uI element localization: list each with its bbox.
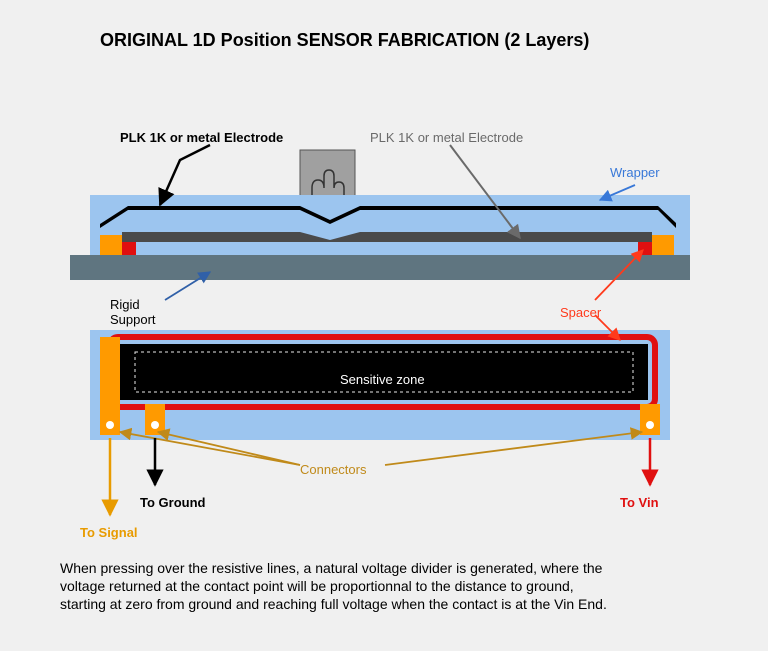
label-connectors: Connectors	[300, 462, 366, 477]
label-rigid2: Support	[110, 312, 156, 327]
label-to-signal: To Signal	[80, 525, 138, 540]
label-wrapper: Wrapper	[610, 165, 660, 180]
cross-section	[70, 150, 690, 280]
diagram-root: { "title": {"text":"ORIGINAL 1D Position…	[0, 0, 768, 651]
caption-line1: When pressing over the resistive lines, …	[60, 560, 602, 576]
label-plk-black: PLK 1K or metal Electrode	[120, 130, 283, 145]
label-rigid1: Rigid	[110, 297, 140, 312]
page-title: ORIGINAL 1D Position SENSOR FABRICATION …	[100, 30, 589, 51]
label-spacer: Spacer	[560, 305, 601, 320]
caption-line3: starting at zero from ground and reachin…	[60, 596, 607, 612]
label-to-vin: To Vin	[620, 495, 659, 510]
label-sensitive: Sensitive zone	[340, 372, 425, 387]
label-to-ground: To Ground	[140, 495, 205, 510]
label-plk-gray: PLK 1K or metal Electrode	[370, 130, 523, 145]
caption-line2: voltage returned at the contact point wi…	[60, 578, 574, 594]
